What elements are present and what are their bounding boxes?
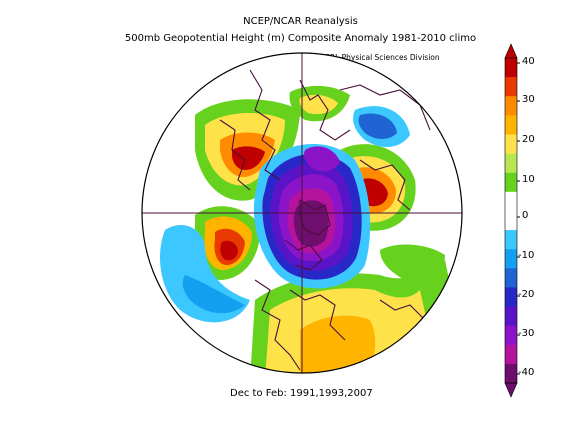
title-line-1: NCEP/NCAR Reanalysis <box>243 16 358 27</box>
colorbar-swatch <box>505 210 517 231</box>
credit-text: NOAA/ESRL Physical Sciences Division <box>296 53 440 62</box>
colorbar-swatch <box>505 191 517 212</box>
colorbar-label: -40 <box>518 367 535 378</box>
colorbar-label: -10 <box>518 250 535 261</box>
colorbar-swatch <box>505 344 517 365</box>
colorbar-label: -30 <box>518 328 535 339</box>
colorbar-swatch <box>505 58 517 78</box>
coastlines <box>219 69 441 371</box>
colorbar-swatch <box>505 287 517 307</box>
colorbar-swatch <box>505 306 517 326</box>
colorbar-swatch <box>505 115 517 135</box>
colorbar-swatch <box>505 249 517 269</box>
colorbar-swatch <box>505 363 517 384</box>
colorbar-swatch <box>505 134 517 154</box>
colorbar-label: 40 <box>522 56 535 67</box>
colorbar-swatch <box>505 325 517 346</box>
colorbar-swatch <box>505 172 517 193</box>
colorbar <box>504 43 520 398</box>
date-caption: Dec to Feb: 1991,1993,2007 <box>230 388 373 399</box>
map-boundary <box>141 52 463 374</box>
colorbar-label: 30 <box>522 94 535 105</box>
colorbar-label: 10 <box>522 174 535 185</box>
colorbar-arrow-top <box>504 43 518 59</box>
colorbar-arrow-bottom <box>504 382 518 398</box>
colorbar-swatch <box>505 96 517 116</box>
colorbar-label: -20 <box>518 289 535 300</box>
colorbar-swatch <box>505 153 517 174</box>
colorbar-swatch <box>505 77 517 97</box>
colorbar-label: 0 <box>522 210 529 221</box>
colorbar-swatch <box>505 230 517 250</box>
colorbar-frame <box>504 57 518 384</box>
title-line-2: 500mb Geopotential Height (m) Composite … <box>124 33 477 44</box>
colorbar-label: 20 <box>522 134 535 145</box>
colorbar-swatch <box>505 268 517 288</box>
